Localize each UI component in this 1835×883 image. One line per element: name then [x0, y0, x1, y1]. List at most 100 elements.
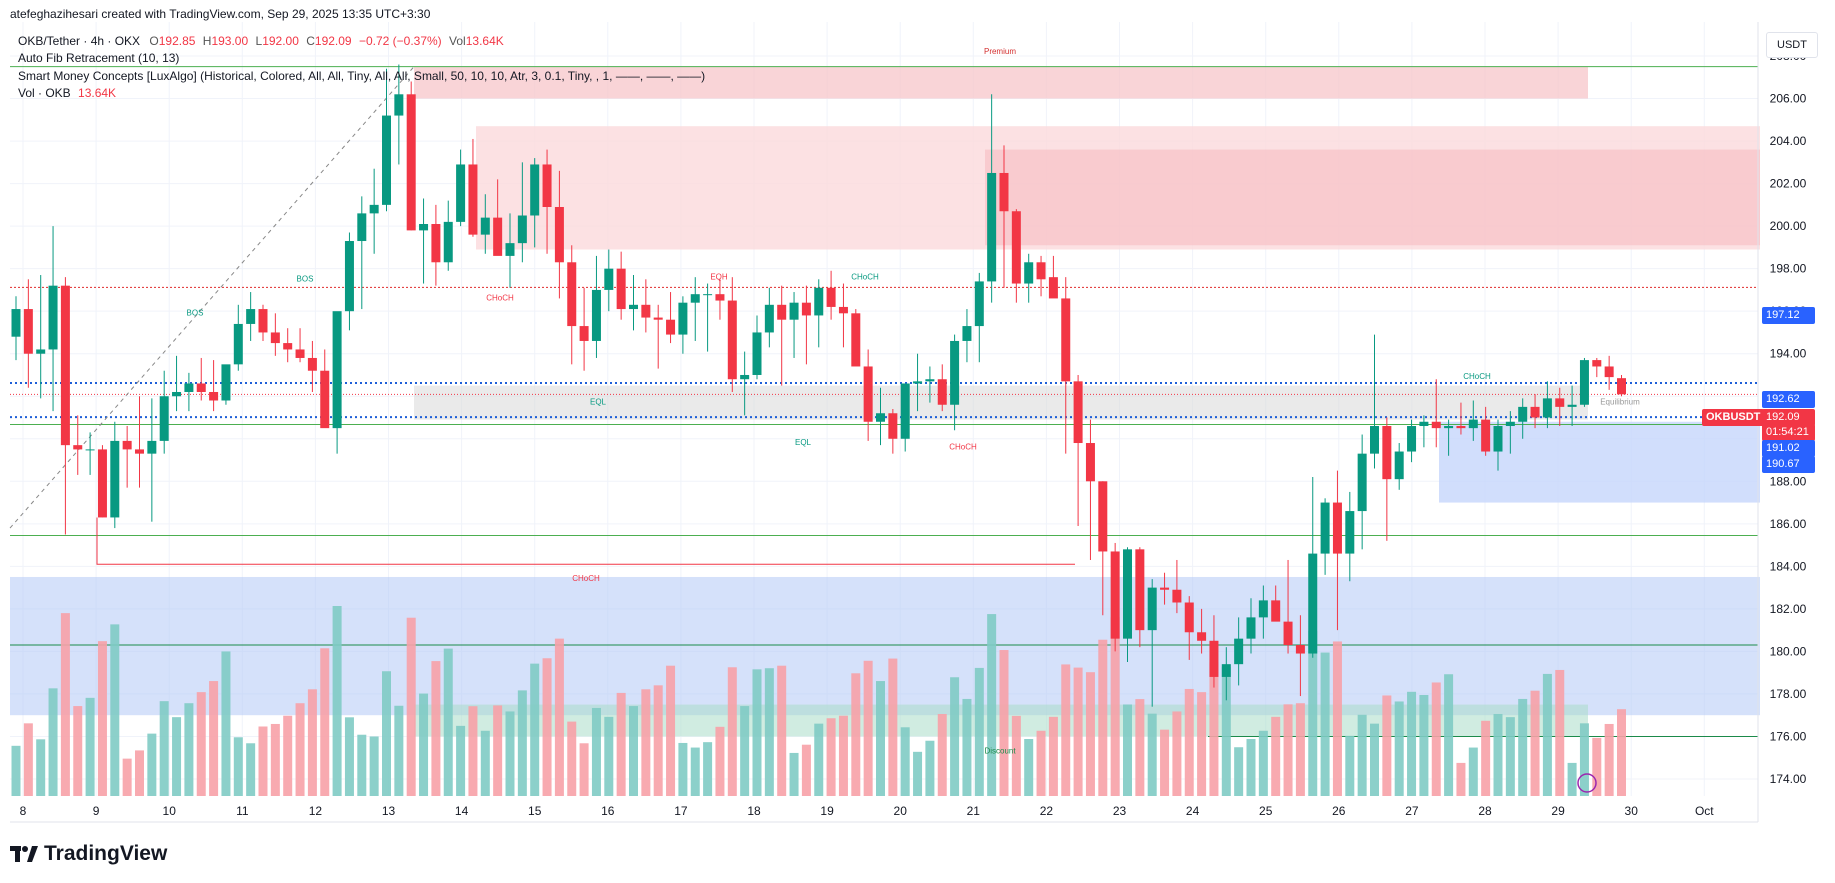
volume-bar-up [962, 698, 972, 796]
chart-attribution: atefeghazihesari created with TradingVie… [10, 7, 431, 21]
volume-bar-down [270, 723, 280, 796]
y-tick-label: 184.00 [1770, 559, 1807, 573]
volume-bar-up [1567, 762, 1577, 796]
volume-bar-down [1048, 716, 1058, 796]
candle-down [863, 366, 873, 422]
candle-up [530, 164, 540, 216]
candle-up [690, 294, 700, 303]
volume-bar-up [789, 752, 799, 796]
candle-up [369, 204, 379, 214]
last-price-tag: 192.09 [1762, 409, 1815, 426]
choch-label-main: CHoCH [572, 574, 600, 583]
candle-up [678, 302, 688, 335]
volume-bar-down [258, 726, 268, 796]
candle-up [764, 304, 774, 333]
candle-down [851, 313, 861, 367]
indicator-volume[interactable]: Vol · OKB 13.64K [18, 86, 116, 100]
candle-up [950, 340, 960, 405]
symbol-legend[interactable]: OKB/Tether · 4h · OKX O192.85 H193.00 L1… [18, 34, 504, 48]
candle-down [801, 302, 811, 316]
volume-bar-down [1172, 711, 1182, 796]
candle-down [888, 413, 898, 439]
candle-down [653, 317, 663, 320]
candle-up [246, 309, 256, 324]
candle-down [838, 306, 848, 314]
x-tick-label: 9 [93, 804, 100, 818]
low-label: L [255, 34, 263, 48]
volume-bar-down [1098, 639, 1108, 796]
candle-up [36, 349, 46, 354]
volume-bar-down [1592, 737, 1602, 796]
volume-bar-up [1357, 714, 1367, 796]
x-tick-label: 10 [163, 804, 177, 818]
volume-bar-up [517, 690, 527, 796]
volume-bar-up [913, 751, 923, 796]
x-tick-label: Oct [1695, 804, 1714, 818]
volume-bar-down [1085, 672, 1095, 796]
candle-down [1617, 378, 1626, 395]
volume-bar-up [764, 668, 774, 796]
candle-up [1468, 419, 1478, 429]
candle-up [505, 243, 515, 256]
x-tick-label: 24 [1186, 804, 1200, 818]
currency-selector[interactable]: USDT [1766, 32, 1818, 58]
tradingview-logo-icon [10, 846, 38, 862]
volume-bar-up [233, 737, 243, 796]
volume-bar-down [863, 660, 873, 796]
volume-bar-down [666, 665, 676, 796]
x-tick-label: 11 [236, 804, 249, 818]
candle-down [1061, 298, 1071, 382]
candle-down [826, 287, 836, 307]
candle-down [1160, 587, 1170, 590]
candle-down [196, 383, 206, 392]
y-tick-label: 186.00 [1770, 517, 1807, 531]
choch-label-4: CHoCH [1463, 372, 1491, 381]
x-tick-label: 15 [528, 804, 542, 818]
volume-bar-up [591, 707, 601, 796]
candle-up [1147, 587, 1157, 631]
candle-down [1098, 481, 1108, 552]
candle-down [1085, 443, 1095, 482]
x-tick-label: 17 [674, 804, 688, 818]
volume-bar-down [97, 641, 107, 796]
volume-bar-up [394, 705, 404, 796]
candle-up [1394, 451, 1404, 480]
volume-bar-up [48, 688, 58, 796]
indicator-fib[interactable]: Auto Fib Retracement (10, 13) [18, 51, 180, 65]
y-tick-label: 188.00 [1770, 474, 1807, 488]
volume-bar-up [369, 736, 379, 796]
discount-label: Discount [984, 746, 1016, 755]
x-tick-label: 20 [894, 804, 908, 818]
symbol-name[interactable]: OKB/Tether · 4h · OKX [18, 34, 141, 48]
candle-up [900, 383, 910, 439]
candle-down [777, 304, 787, 320]
indicator-smc[interactable]: Smart Money Concepts [LuxAlgo] (Historic… [18, 69, 706, 83]
volume-bar-up [1542, 673, 1552, 796]
volume-bar-up [221, 651, 231, 796]
price-tag-191: 191.02 [1762, 440, 1815, 457]
volume-bar-down [1481, 720, 1491, 796]
volume-bar-down [73, 706, 83, 796]
candle-up [814, 287, 824, 316]
candle-down [1295, 645, 1305, 654]
volume-bar-up [1505, 717, 1515, 796]
candle-down [431, 224, 441, 263]
candle-down [1209, 640, 1219, 677]
tradingview-brand[interactable]: TradingView [10, 842, 167, 866]
volume-bar-down [406, 617, 416, 796]
volume-bar-down [801, 744, 811, 796]
candle-down [320, 370, 330, 429]
candle-up [789, 302, 799, 320]
x-tick-label: 8 [20, 804, 27, 818]
volume-bar-down [493, 705, 503, 796]
volume-bar-up [1123, 704, 1132, 796]
low-value: 192.00 [262, 34, 299, 48]
choch-line [96, 517, 1075, 565]
volume-bar-down [715, 726, 725, 796]
candle-up [703, 294, 713, 296]
volume-bar-up [332, 606, 342, 796]
price-tag-190: 190.67 [1762, 456, 1815, 473]
candle-up [1493, 426, 1503, 452]
price-tag-1926: 192.62 [1762, 391, 1815, 408]
